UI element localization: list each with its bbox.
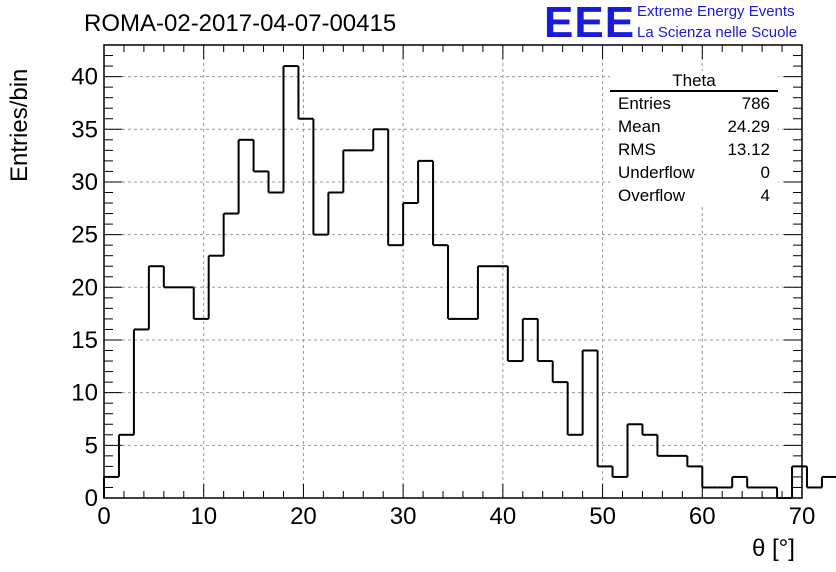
- x-tick-label: 50: [589, 503, 616, 530]
- stats-value: 786: [741, 94, 770, 113]
- y-tick-label: 10: [71, 380, 98, 407]
- chart-title: ROMA-02-2017-04-07-00415: [84, 10, 397, 37]
- y-axis-label: Entries/bin: [6, 68, 33, 182]
- stats-label: Entries: [618, 94, 671, 113]
- stats-value: 0: [760, 163, 770, 182]
- stats-box: Theta Entries 786 Mean 24.29 RMS 13.12 Unde…: [610, 71, 778, 207]
- stats-title: Theta: [610, 71, 778, 92]
- y-tick-label: 35: [71, 116, 98, 143]
- grid-lines: [104, 45, 802, 498]
- stats-label: Mean: [618, 117, 661, 136]
- y-tick-label: 25: [71, 222, 98, 249]
- x-tick-label: 30: [390, 503, 417, 530]
- stats-row-entries: Entries 786: [610, 92, 778, 115]
- histogram-bars: [103, 65, 836, 499]
- plot-frame: [103, 44, 803, 499]
- x-tick-label: 20: [290, 503, 317, 530]
- stats-label: RMS: [618, 140, 656, 159]
- stats-value: 24.29: [727, 117, 770, 136]
- x-tick-label: 0: [97, 503, 110, 530]
- logo-text-line1: Extreme Energy Events: [637, 3, 795, 20]
- stats-label: Overflow: [618, 186, 686, 205]
- stats-label: Underflow: [618, 163, 695, 182]
- y-tick-label: 0: [85, 485, 98, 512]
- stats-row-underflow: Underflow 0: [610, 161, 778, 184]
- x-tick-label: 70: [789, 503, 816, 530]
- stats-row-mean: Mean 24.29: [610, 115, 778, 138]
- y-tick-label: 20: [71, 274, 98, 301]
- plot-frame-rect: [103, 44, 803, 499]
- axis-ticks: [103, 44, 803, 499]
- eee-logo: EEE: [544, 0, 636, 47]
- stats-row-rms: RMS 13.12: [610, 138, 778, 161]
- y-tick-label: 30: [71, 169, 98, 196]
- stats-value: 4: [760, 186, 770, 205]
- stats-row-overflow: Overflow 4: [610, 184, 778, 207]
- x-tick-label: 60: [689, 503, 716, 530]
- x-tick-label: 10: [190, 503, 217, 530]
- y-tick-label: 40: [71, 64, 98, 91]
- logo-text-line2: La Scienza nelle Scuole: [637, 24, 798, 41]
- y-tick-label: 15: [71, 327, 98, 354]
- stats-value: 13.12: [727, 140, 770, 159]
- x-axis-label: θ [°]: [752, 535, 795, 562]
- y-tick-label: 5: [85, 432, 98, 459]
- x-tick-label: 40: [490, 503, 517, 530]
